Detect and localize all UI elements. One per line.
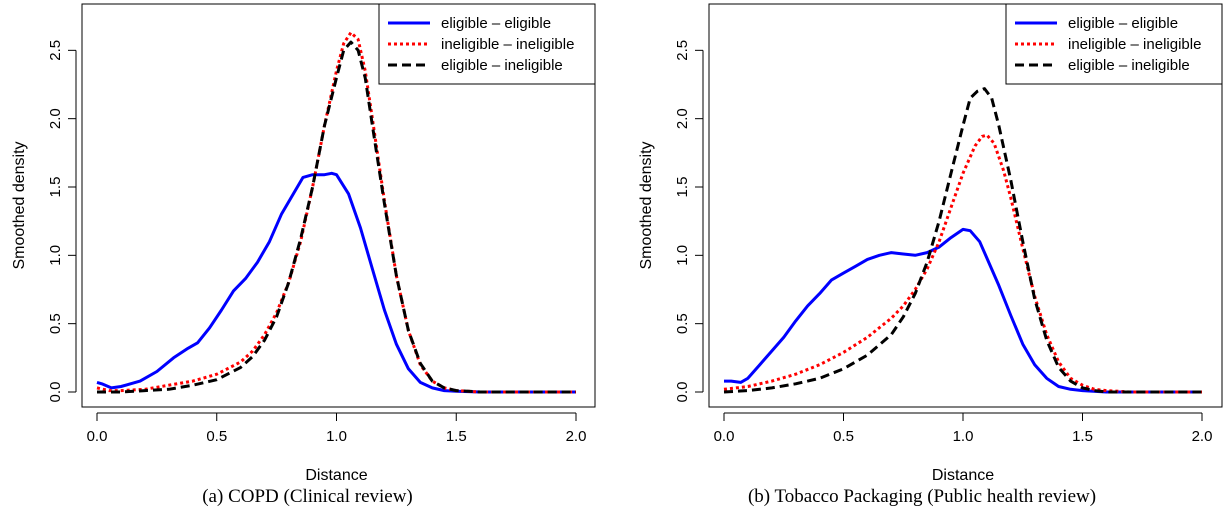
y-tick-label: 1.0 [47,245,64,266]
chart-tobacco-packaging: 0.0 0.5 1.0 1.5 2.0 Distance 0.0 0.5 1.0 1.5 2.0 2.… [638,3,1223,484]
y-axis-label: Smoothed density [11,141,28,269]
x-tick-label: 0.0 [87,428,108,445]
plot-frame [708,3,1223,408]
y-tick-label: 0.5 [47,313,64,334]
y-tick-label: 1.0 [674,245,691,266]
y-tick-label: 2.0 [47,108,64,129]
legend-label-1: eligible – eligible [441,15,551,32]
x-axis: 0.0 0.5 1.0 1.5 2.0 [87,412,587,445]
plot-frame [81,3,596,408]
x-axis-label: Distance [932,467,994,484]
x-tick-label: 1.0 [953,428,974,445]
x-tick-label: 1.0 [326,428,347,445]
y-axis: 0.0 0.5 1.0 1.5 2.0 2.5 [674,40,704,403]
x-tick-label: 1.5 [446,428,467,445]
y-tick-label: 2.5 [47,40,64,61]
legend-label-3: eligible – ineligible [1068,57,1190,74]
chart-copd: 0.0 0.5 1.0 1.5 2.0 Distance 0.0 0.5 1.0 1.5 2.0 2.… [11,3,596,484]
series-line-1 [96,171,576,394]
y-tick-label: 2.0 [674,108,691,129]
x-tick-label: 1.5 [1072,428,1093,445]
y-axis: 0.0 0.5 1.0 1.5 2.0 2.5 [47,40,77,403]
legend-label-1: eligible – eligible [1068,15,1178,32]
y-axis-label: Smoothed density [638,141,655,269]
y-tick-label: 0.5 [674,313,691,334]
legend-label-2: ineligible – ineligible [1068,36,1201,53]
legend-label-3: eligible – ineligible [441,57,563,74]
legend-label-2: ineligible – ineligible [441,36,574,53]
x-axis-label: Distance [305,467,367,484]
y-tick-label: 2.5 [674,40,691,61]
x-tick-label: 2.0 [566,428,587,445]
series-line-2 [723,133,1202,394]
y-tick-label: 1.5 [47,177,64,198]
x-tick-label: 0.5 [206,428,227,445]
y-tick-label: 0.0 [47,382,64,403]
series-line-3 [723,87,1202,394]
y-tick-label: 1.5 [674,177,691,198]
y-tick-label: 0.0 [674,382,691,403]
x-axis: 0.0 0.5 1.0 1.5 2.0 [714,412,1213,445]
series-line-1 [724,227,1202,394]
caption-a: (a) COPD (Clinical review) [202,486,413,507]
legend: eligible – eligible ineligible – ineligib… [1005,3,1223,85]
x-tick-label: 0.0 [714,428,735,445]
x-tick-label: 2.0 [1192,428,1213,445]
caption-b: (b) Tobacco Packaging (Public health rev… [747,486,1097,507]
series-line-3 [97,40,576,394]
legend: eligible – eligible ineligible – ineligib… [378,3,596,85]
series-line-2 [96,31,576,394]
x-tick-label: 0.5 [833,428,854,445]
